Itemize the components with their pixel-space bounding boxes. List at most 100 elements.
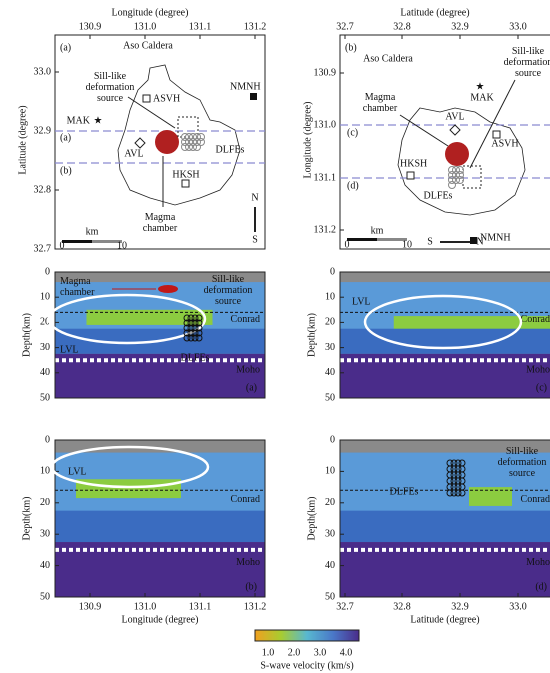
panel-label: (a) [246, 382, 257, 393]
x-tick-label: 131.2 [244, 21, 267, 32]
star: ★ [476, 81, 485, 92]
label: Conrad [521, 494, 550, 505]
dlfe [187, 324, 195, 332]
dlfe [446, 489, 454, 497]
panel-label: (a) [60, 42, 71, 53]
y-tick-label: 20 [40, 317, 50, 328]
dlfe [454, 489, 462, 497]
label: LVL [60, 344, 79, 355]
dlfe [456, 171, 464, 179]
x-tick-label: 32.8 [393, 21, 411, 32]
colorbar-label: S-wave velocity (km/s) [260, 660, 353, 671]
y-axis-label: Depth(km) [306, 313, 317, 357]
label: NMNH [480, 232, 511, 243]
label: 10 [117, 240, 127, 251]
y-tick-label: 10 [325, 291, 335, 302]
y-tick-label: 32.9 [34, 125, 52, 136]
x-axis-label: Latitude (degree) [400, 7, 469, 18]
dlfe [183, 334, 191, 342]
label: Aso Caldera [363, 53, 413, 64]
label: (d) [347, 180, 359, 191]
label: S [427, 236, 433, 247]
dlfe [181, 133, 189, 141]
label: MAK [67, 115, 91, 126]
x-tick-label: 131.1 [189, 601, 212, 612]
label: Conrad [231, 314, 260, 325]
y-tick-label: 130.9 [314, 67, 337, 78]
dlfe [187, 329, 195, 337]
section-frame [339, 271, 550, 399]
y-axis-label: Latitude (degree) [17, 105, 28, 174]
dlfe [448, 176, 456, 184]
y-tick-label: 0 [45, 266, 50, 277]
dlfe [183, 324, 191, 332]
dlfe [195, 329, 203, 337]
y-tick-label: 131.2 [314, 224, 337, 235]
y-axis-label: Depth(km) [306, 497, 317, 541]
label: DLFEs [390, 486, 419, 497]
label: 10 [402, 239, 412, 250]
x-tick-label: 130.9 [79, 21, 102, 32]
x-tick-label: 32.8 [393, 601, 411, 612]
star: ★ [94, 115, 103, 126]
label: ASVH [153, 93, 180, 104]
y-tick-label: 10 [40, 291, 50, 302]
dlfe [191, 329, 199, 337]
label: NMNH [230, 81, 261, 92]
x-tick-label: 33.0 [509, 21, 527, 32]
label-line: chamber [60, 287, 95, 298]
y-tick-label: 30 [325, 528, 335, 539]
label: (c) [347, 127, 358, 138]
label: DLFEs [216, 144, 245, 155]
dlfe [456, 166, 464, 174]
section-frame [54, 439, 266, 598]
x-tick-label: 32.7 [336, 601, 354, 612]
arrow [399, 114, 449, 147]
x-axis-label: Longitude (degree) [112, 7, 189, 18]
dlfe [185, 138, 193, 146]
y-tick-label: 32.7 [34, 243, 52, 254]
y-tick-label: 131.1 [314, 172, 337, 183]
y-tick-label: 20 [325, 497, 335, 508]
label-line: source [97, 93, 124, 104]
colorbar [254, 629, 360, 642]
colorbar-tick: 3.0 [314, 647, 327, 658]
y-tick-label: 40 [40, 560, 50, 571]
lvl-outline [50, 445, 210, 489]
label: km [86, 226, 99, 237]
y-tick-label: 30 [40, 528, 50, 539]
dlfe [187, 314, 195, 322]
dlfe [195, 334, 203, 342]
label-line: deformation [86, 82, 135, 93]
x-tick-label: 32.7 [336, 21, 354, 32]
label: N [251, 192, 258, 203]
velocity-zone [55, 510, 265, 543]
map-frame [339, 34, 550, 250]
label: N [476, 236, 483, 247]
dlfe [193, 138, 201, 146]
x-tick-label: 33.0 [509, 601, 527, 612]
scale-bar [347, 238, 377, 241]
dlfe [183, 329, 191, 337]
dlfe [456, 176, 464, 184]
y-tick-label: 10 [40, 466, 50, 477]
y-axis-label: Depth(km) [21, 497, 32, 541]
dlfe [450, 489, 458, 497]
dlfe [191, 334, 199, 342]
colorbar-tick: 4.0 [340, 647, 353, 658]
label: Moho [526, 557, 550, 568]
lvl-outline [47, 293, 207, 345]
x-tick-label: 32.9 [451, 601, 469, 612]
label-line: source [515, 68, 542, 79]
y-tick-label: 0 [330, 434, 335, 445]
label-line: Magma [145, 212, 176, 223]
label: AVL [445, 111, 464, 122]
dlfe [195, 314, 203, 322]
x-tick-label: 131.0 [134, 601, 157, 612]
magma-chamber [158, 285, 178, 293]
label-line: Sill-like [94, 71, 127, 82]
dlfe [189, 143, 197, 151]
label: Moho [236, 557, 260, 568]
label-line: Sill-like [512, 46, 545, 57]
